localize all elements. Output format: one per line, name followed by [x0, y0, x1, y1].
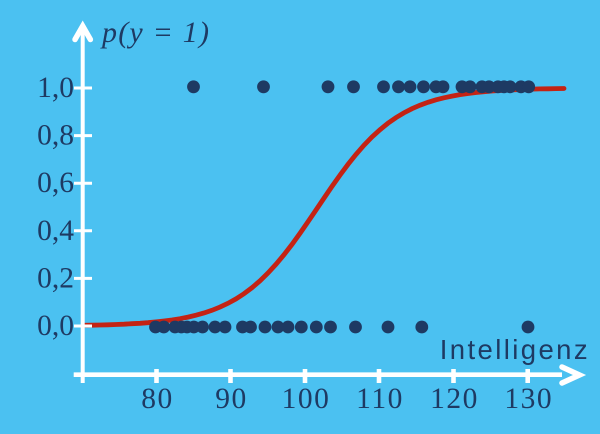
svg-text:0,2: 0,2: [37, 262, 74, 294]
svg-text:100: 100: [282, 383, 331, 415]
svg-text:110: 110: [356, 383, 404, 415]
svg-text:90: 90: [215, 383, 248, 415]
svg-text:80: 80: [141, 383, 174, 415]
svg-text:0,6: 0,6: [37, 167, 74, 199]
svg-text:0,0: 0,0: [37, 310, 74, 342]
svg-text:1,0: 1,0: [37, 72, 74, 104]
svg-text:0,4: 0,4: [37, 215, 74, 247]
svg-text:120: 120: [430, 383, 479, 415]
svg-text:p(y = 1): p(y = 1): [100, 16, 210, 49]
svg-text:Intelligenz: Intelligenz: [440, 334, 590, 365]
svg-text:0,8: 0,8: [37, 120, 74, 152]
svg-text:130: 130: [504, 383, 553, 415]
